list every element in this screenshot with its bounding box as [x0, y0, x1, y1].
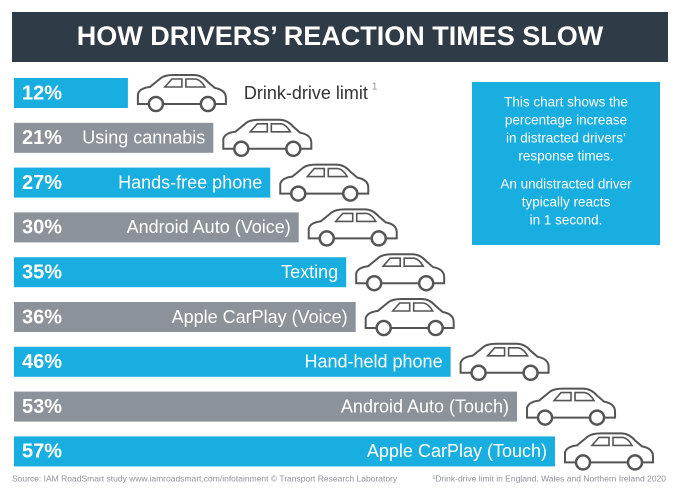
bar [14, 302, 356, 332]
bar [14, 212, 299, 243]
car-wheel [318, 230, 335, 247]
car-wheel [290, 185, 307, 202]
value-label: 57% [22, 441, 62, 463]
footnote: ¹Drink-drive limit in England, Wales and… [432, 473, 666, 483]
car-icon [307, 208, 398, 247]
value-label: 53% [22, 396, 62, 418]
car-icon [564, 432, 654, 471]
car-wheel [375, 319, 392, 337]
bar [14, 122, 214, 153]
car-window [381, 257, 425, 267]
note-text: An undistracted driver [500, 177, 632, 192]
car-wheel [342, 185, 359, 202]
bar [14, 167, 271, 198]
car-body [279, 163, 370, 195]
category-label: Texting [281, 262, 338, 282]
car-wheel [365, 274, 383, 292]
note-text: response times. [518, 149, 613, 164]
car-window [590, 436, 634, 447]
value-label: 21% [22, 127, 62, 149]
note-text: This chart shows the [504, 95, 628, 110]
car-window [163, 78, 207, 88]
car-icon [355, 253, 446, 292]
car-wheel [199, 95, 217, 113]
car-body [459, 342, 550, 374]
bar [14, 257, 347, 288]
note-box [472, 82, 660, 245]
car-icon [279, 163, 370, 202]
car-body [307, 208, 398, 240]
car-body [564, 432, 654, 464]
car-window [485, 346, 529, 357]
category-label: Drink-drive limit [244, 83, 368, 103]
note-text: in distracted drivers’ [506, 131, 626, 146]
car-icon [222, 118, 313, 158]
car-wheel [536, 409, 554, 426]
source: Source: IAM RoadSmart study www.iamroads… [12, 473, 398, 483]
value-label: 27% [22, 172, 62, 194]
value-label: 46% [22, 351, 62, 373]
car-body [136, 74, 227, 105]
car-wheel [574, 454, 592, 471]
car-window [333, 212, 378, 223]
value-label: 35% [22, 261, 62, 283]
category-label: Apple CarPlay (Voice) [172, 307, 348, 327]
note-text: percentage increase [505, 113, 627, 128]
car-body [364, 298, 455, 329]
bar [14, 78, 128, 108]
car-window [390, 302, 435, 312]
category-label: Using cannabis [82, 128, 205, 148]
category-label: Hand-held phone [304, 352, 442, 372]
bar [14, 391, 518, 422]
car-window [248, 123, 292, 133]
value-label: 30% [22, 217, 62, 239]
car-icon [526, 387, 617, 426]
car-window [305, 167, 349, 178]
category-label: Hands-free phone [118, 172, 262, 192]
car-window [552, 391, 596, 402]
car-body [222, 118, 313, 150]
car-wheel [233, 140, 250, 158]
bar [14, 436, 555, 467]
value-label: 36% [22, 306, 62, 328]
car-icon [459, 342, 550, 382]
car-wheel [588, 409, 606, 426]
car-wheel [626, 454, 644, 471]
footnote-marker: 1 [372, 82, 378, 93]
car-body [355, 253, 446, 285]
car-wheel [285, 140, 302, 158]
category-label: Android Auto (Voice) [127, 217, 291, 237]
car-wheel [147, 95, 165, 113]
car-body [526, 387, 617, 419]
car-wheel [470, 364, 487, 382]
car-icon [364, 298, 455, 337]
car-wheel [370, 230, 387, 247]
chart-title: HOW DRIVERS’ REACTION TIMES SLOW [77, 21, 604, 51]
title-bar [12, 12, 668, 62]
note-text: in 1 second. [530, 213, 603, 228]
car-wheel [417, 274, 435, 292]
category-label: Android Auto (Touch) [341, 396, 509, 416]
category-label: Apple CarPlay (Touch) [367, 441, 547, 461]
bar [14, 346, 451, 377]
value-label: 12% [22, 82, 62, 104]
car-wheel [427, 319, 444, 337]
car-icon [136, 74, 227, 113]
note-text: typically reacts [522, 195, 611, 210]
car-wheel [522, 364, 539, 382]
